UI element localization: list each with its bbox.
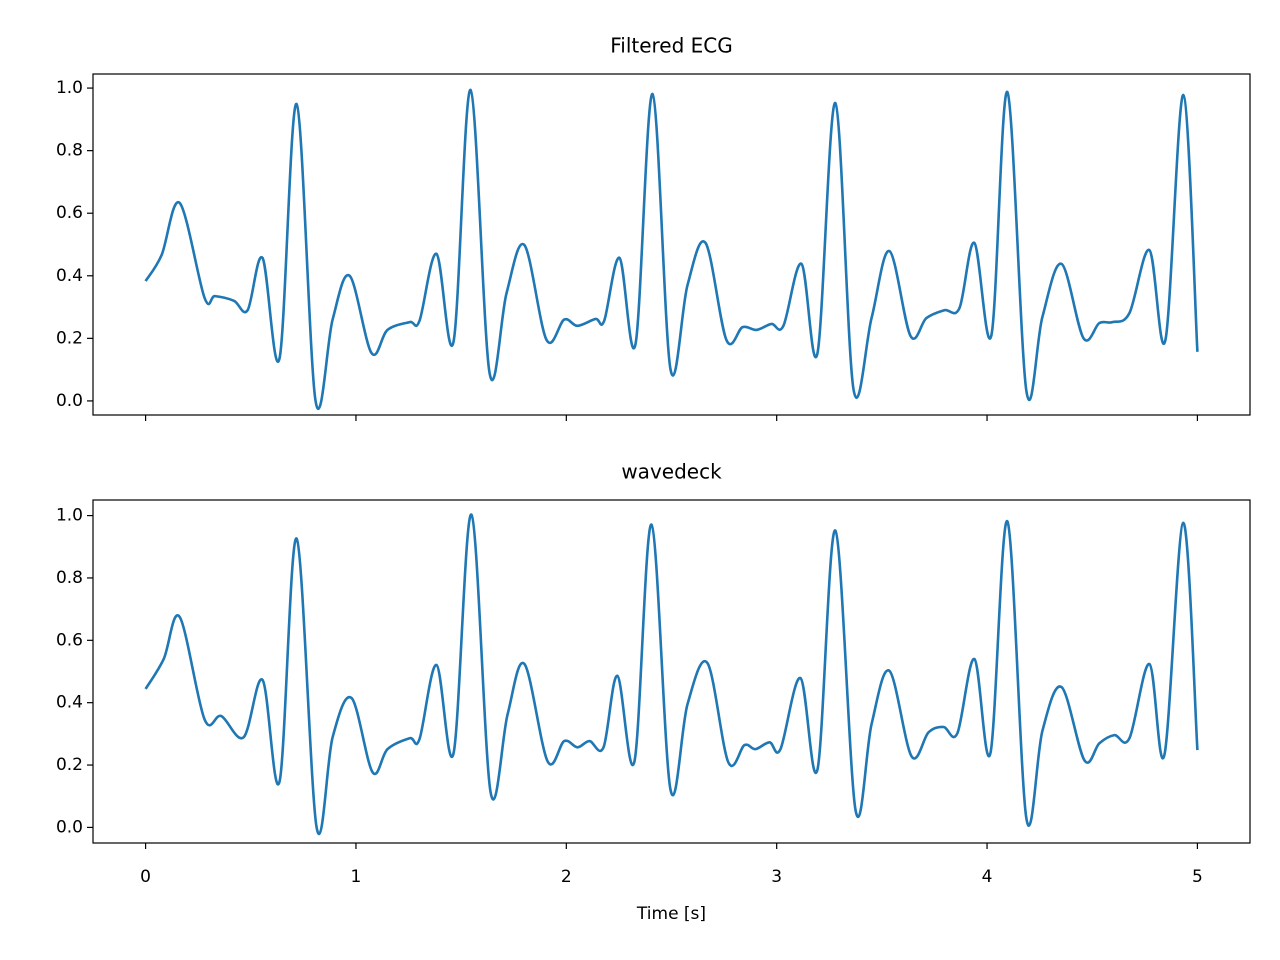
axes-frame — [92, 499, 1251, 844]
x-tick-label: 3 — [771, 867, 782, 887]
y-tick-label: 1.0 — [56, 78, 83, 98]
axes-frame — [92, 73, 1251, 416]
ecg-line — [144, 513, 1199, 836]
x-tick-label: 5 — [1192, 867, 1203, 887]
x-tick-label: 1 — [351, 867, 362, 887]
y-tick-label: 0.8 — [56, 568, 83, 588]
y-tick-label: 0.4 — [56, 266, 83, 286]
subplot-title: Filtered ECG — [610, 34, 733, 58]
x-tick-label: 4 — [982, 867, 993, 887]
x-tick-label: 2 — [561, 867, 572, 887]
y-tick-label: 0.2 — [56, 328, 83, 348]
y-tick-label: 0.0 — [56, 817, 83, 837]
y-tick-label: 0.2 — [56, 755, 83, 775]
subplot-title: wavedeck — [621, 460, 722, 484]
y-tick-label: 0.0 — [56, 391, 83, 411]
x-axis-label: Time [s] — [636, 904, 706, 924]
x-tick-label: 0 — [140, 867, 151, 887]
y-tick-label: 0.6 — [56, 203, 83, 223]
y-tick-label: 1.0 — [56, 506, 83, 526]
y-tick-label: 0.4 — [56, 693, 83, 713]
y-tick-label: 0.8 — [56, 141, 83, 161]
ecg-line — [144, 88, 1199, 411]
y-tick-label: 0.6 — [56, 630, 83, 650]
